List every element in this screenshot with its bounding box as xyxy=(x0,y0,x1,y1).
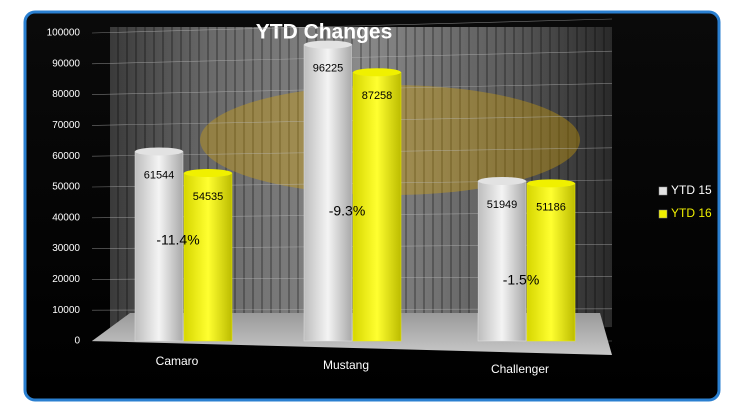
legend-swatch xyxy=(658,209,668,219)
y-tick-label: 0 xyxy=(74,336,80,347)
value-label: 87258 xyxy=(362,90,393,102)
x-tick-label: Mustang xyxy=(323,358,369,372)
y-tick-label: 30000 xyxy=(52,243,80,254)
y-tick-label: 60000 xyxy=(52,151,80,162)
value-label: 61544 xyxy=(144,169,175,181)
annotation: -1.5% xyxy=(503,272,540,288)
bar xyxy=(477,180,527,342)
bar xyxy=(352,71,402,342)
grid-line xyxy=(91,18,613,34)
x-tick-label: Challenger xyxy=(491,362,549,376)
bar-top xyxy=(184,169,232,178)
bar-top xyxy=(135,147,183,156)
x-tick-label: Camaro xyxy=(156,354,199,368)
legend-swatch xyxy=(658,186,668,196)
bar xyxy=(526,183,576,342)
y-tick-label: 50000 xyxy=(52,182,80,193)
y-tick-label: 40000 xyxy=(52,212,80,223)
y-tick-label: 20000 xyxy=(52,274,80,285)
y-tick-label: 70000 xyxy=(52,120,80,131)
bar-top xyxy=(304,40,352,49)
value-label: 51186 xyxy=(536,201,566,213)
y-tick-label: 100000 xyxy=(47,28,81,39)
legend-label: YTD 16 xyxy=(671,206,712,220)
legend-label: YTD 15 xyxy=(671,183,712,197)
chart-title: YTD Changes xyxy=(256,21,393,44)
value-label: 96225 xyxy=(313,63,344,75)
bar-top xyxy=(527,179,575,188)
y-tick-label: 80000 xyxy=(52,89,80,100)
value-label: 54535 xyxy=(193,191,224,203)
value-label: 51949 xyxy=(487,199,518,211)
bar-top xyxy=(353,68,401,77)
annotation: -11.4% xyxy=(156,232,199,248)
annotation: -9.3% xyxy=(329,203,366,219)
bar-top xyxy=(478,176,526,185)
bar xyxy=(303,44,353,342)
y-tick-label: 10000 xyxy=(52,305,80,316)
y-tick-label: 90000 xyxy=(52,58,80,69)
